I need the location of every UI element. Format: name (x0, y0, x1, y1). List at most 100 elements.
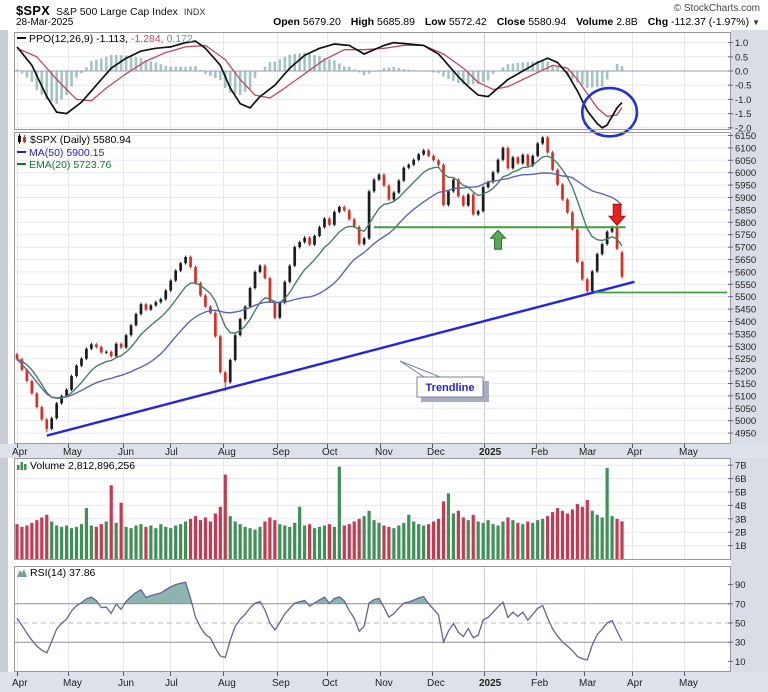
ppo-signal-value: -1.284, (130, 33, 164, 45)
rsi-legend: RSI(14) 37.86 (17, 567, 95, 580)
svg-text:Dec: Dec (427, 678, 445, 689)
svg-text:5850: 5850 (735, 205, 756, 216)
svg-text:-0.5: -0.5 (735, 81, 751, 92)
ma50-legend-text: MA(50) 5900.15 (29, 147, 105, 159)
chg-label: Chg (647, 16, 669, 28)
chart-header: $SPX S&P 500 Large Cap Index INDX © StockC… (0, 0, 768, 30)
x-axis-labels: Apr Apr May May Jun Jun Jul Jul Aug Aug Sep Sep Oct O… (12, 444, 698, 689)
svg-text:3B: 3B (735, 514, 747, 525)
price-legend-row: $SPX (Daily) 5580.94 (17, 134, 131, 147)
svg-text:-2.0: -2.0 (735, 123, 751, 134)
svg-text:5B: 5B (735, 488, 747, 499)
volume-label: Volume (576, 16, 614, 28)
rsi-panel (14, 581, 731, 661)
svg-text:Jun: Jun (118, 678, 134, 689)
svg-text:5400: 5400 (735, 317, 756, 328)
rsi-line (16, 581, 623, 661)
svg-text:10: 10 (735, 657, 746, 668)
source-credit: © StockCharts.com (673, 3, 760, 14)
svg-text:-1.5: -1.5 (735, 109, 751, 120)
svg-text:5300: 5300 (735, 342, 756, 353)
svg-text:5200: 5200 (735, 367, 756, 378)
svg-text:5450: 5450 (735, 305, 756, 316)
svg-text:Apr: Apr (627, 678, 643, 689)
svg-text:6B: 6B (735, 474, 747, 485)
svg-text:7B: 7B (735, 461, 747, 472)
index-name: S&P 500 Large Cap Index (56, 6, 178, 18)
red-down-arrow (607, 203, 627, 227)
svg-text:5800: 5800 (735, 218, 756, 229)
ma50-legend-row: MA(50) 5900.15 (17, 147, 131, 159)
svg-text:5250: 5250 (735, 354, 756, 365)
svg-text:6150: 6150 (735, 131, 756, 142)
svg-text:5650: 5650 (735, 255, 756, 266)
trendline (46, 280, 635, 437)
svg-text:0.5: 0.5 (735, 52, 748, 63)
symbol: $SPX (16, 3, 51, 18)
price-panel: Trendline (15, 135, 727, 437)
svg-text:0.0: 0.0 (735, 67, 748, 78)
svg-text:Aug: Aug (218, 678, 236, 689)
svg-text:1.0: 1.0 (735, 38, 748, 49)
svg-text:30: 30 (735, 638, 746, 649)
price-legend: $SPX (Daily) 5580.94 MA(50) 5900.15 EMA(… (17, 134, 131, 171)
svg-text:May: May (63, 678, 82, 689)
ema20-legend-row: EMA(20) 5723.76 (17, 159, 131, 171)
svg-text:Mar: Mar (579, 447, 597, 458)
svg-text:Aug: Aug (218, 447, 236, 458)
exchange: INDX (183, 7, 206, 17)
svg-text:5600: 5600 (735, 267, 756, 278)
svg-text:Oct: Oct (322, 447, 338, 458)
svg-text:5900: 5900 (735, 193, 756, 204)
ppo-line-swatch-icon (17, 37, 26, 40)
open-label: Open (273, 16, 300, 28)
svg-text:6000: 6000 (735, 168, 756, 179)
svg-text:Nov: Nov (375, 678, 393, 689)
volume-legend-text: Volume 2,812,896,256 (30, 460, 136, 472)
svg-text:Jun: Jun (118, 447, 134, 458)
svg-text:5750: 5750 (735, 230, 756, 241)
symbol-row: $SPX S&P 500 Large Cap Index INDX (16, 2, 205, 20)
rsi-legend-text: RSI(14) 37.86 (30, 567, 96, 579)
chg-value: -112.37 (-1.97%) (671, 16, 750, 28)
svg-text:70: 70 (735, 599, 746, 610)
ppo-circle-annotation (580, 86, 639, 138)
svg-text:Feb: Feb (531, 447, 549, 458)
svg-text:2B: 2B (735, 528, 747, 539)
candlestick-icon (17, 134, 27, 147)
svg-text:Oct: Oct (322, 678, 338, 689)
high-value: 5685.89 (377, 16, 415, 28)
svg-text:5150: 5150 (735, 379, 756, 390)
svg-text:6100: 6100 (735, 143, 756, 154)
open-value: 5679.20 (302, 16, 341, 28)
svg-text:Jul: Jul (165, 447, 178, 458)
green-up-arrow (489, 229, 507, 250)
low-label: Low (424, 16, 446, 28)
svg-text:Sep: Sep (272, 447, 290, 458)
ppo-legend-text: PPO(12,26,9) -1.113, (29, 33, 129, 45)
svg-text:2025: 2025 (479, 447, 502, 458)
svg-text:1B: 1B (735, 541, 747, 552)
svg-text:5550: 5550 (735, 280, 756, 291)
svg-text:4B: 4B (735, 501, 747, 512)
svg-text:5100: 5100 (735, 391, 756, 402)
svg-text:50: 50 (735, 619, 746, 630)
svg-text:Trendline: Trendline (426, 382, 475, 394)
svg-text:Sep: Sep (272, 678, 290, 689)
svg-text:May: May (679, 447, 698, 458)
svg-text:4950: 4950 (735, 429, 756, 440)
rsi-area-icon (17, 568, 27, 580)
volume-panel (15, 466, 624, 559)
svg-text:5700: 5700 (735, 243, 756, 254)
chg-down-caret: ▼ (752, 18, 760, 27)
svg-text:Apr: Apr (12, 678, 28, 689)
ppo-panel (14, 40, 731, 138)
ma50-swatch-icon (17, 151, 26, 154)
high-label: High (350, 16, 375, 28)
svg-text:5500: 5500 (735, 292, 756, 303)
ema20-swatch-icon (17, 163, 26, 166)
